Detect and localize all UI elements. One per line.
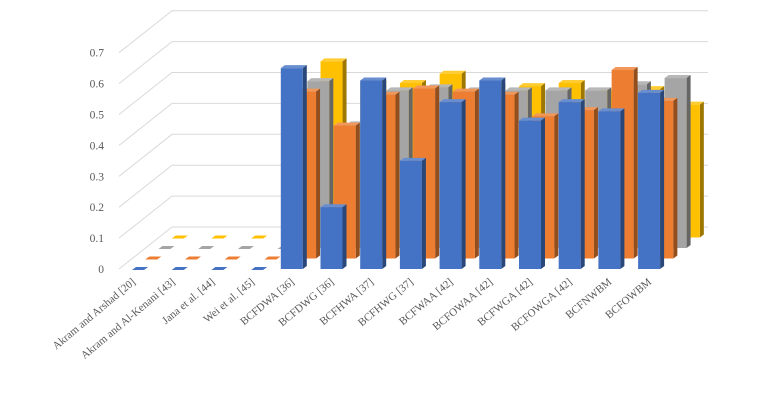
y-tick-label: 0.4	[90, 140, 105, 152]
bar	[320, 204, 347, 269]
bar	[360, 77, 387, 269]
bar	[198, 246, 215, 249]
bar	[211, 235, 228, 239]
gridline	[118, 10, 708, 54]
bar	[237, 246, 254, 249]
gridline	[118, 41, 708, 84]
y-tick-label: 0	[98, 264, 104, 276]
bars	[132, 58, 704, 270]
bar	[399, 157, 426, 269]
gridlines	[118, 10, 708, 270]
bar	[211, 267, 228, 270]
bar	[145, 256, 162, 260]
x-axis-ticks: Akram and Arshad [20]Akram and Al-Kenani…	[50, 276, 654, 362]
bar	[638, 89, 665, 270]
bar	[264, 256, 281, 260]
bar	[184, 256, 201, 260]
bar	[280, 65, 307, 270]
bar	[171, 235, 188, 239]
gridline	[118, 72, 708, 115]
bar	[251, 235, 268, 239]
bar	[132, 267, 148, 270]
bar	[598, 108, 625, 269]
bar	[519, 117, 545, 270]
bar	[558, 99, 585, 269]
y-tick-label: 0.6	[90, 79, 105, 91]
bar	[251, 267, 268, 270]
y-tick-label: 0.7	[90, 48, 105, 60]
bar	[224, 256, 241, 260]
y-axis-ticks: 0 0.1 0.2 0.3 0.4 0.5 0.6 0.7	[90, 48, 105, 276]
bar	[439, 99, 466, 269]
y-tick-label: 0.2	[90, 202, 105, 214]
y-tick-label: 0.5	[90, 110, 105, 122]
bar	[171, 267, 188, 270]
bar	[479, 77, 506, 269]
bar	[158, 246, 175, 249]
y-tick-label: 0.3	[90, 171, 105, 183]
y-tick-label: 0.1	[90, 233, 105, 245]
